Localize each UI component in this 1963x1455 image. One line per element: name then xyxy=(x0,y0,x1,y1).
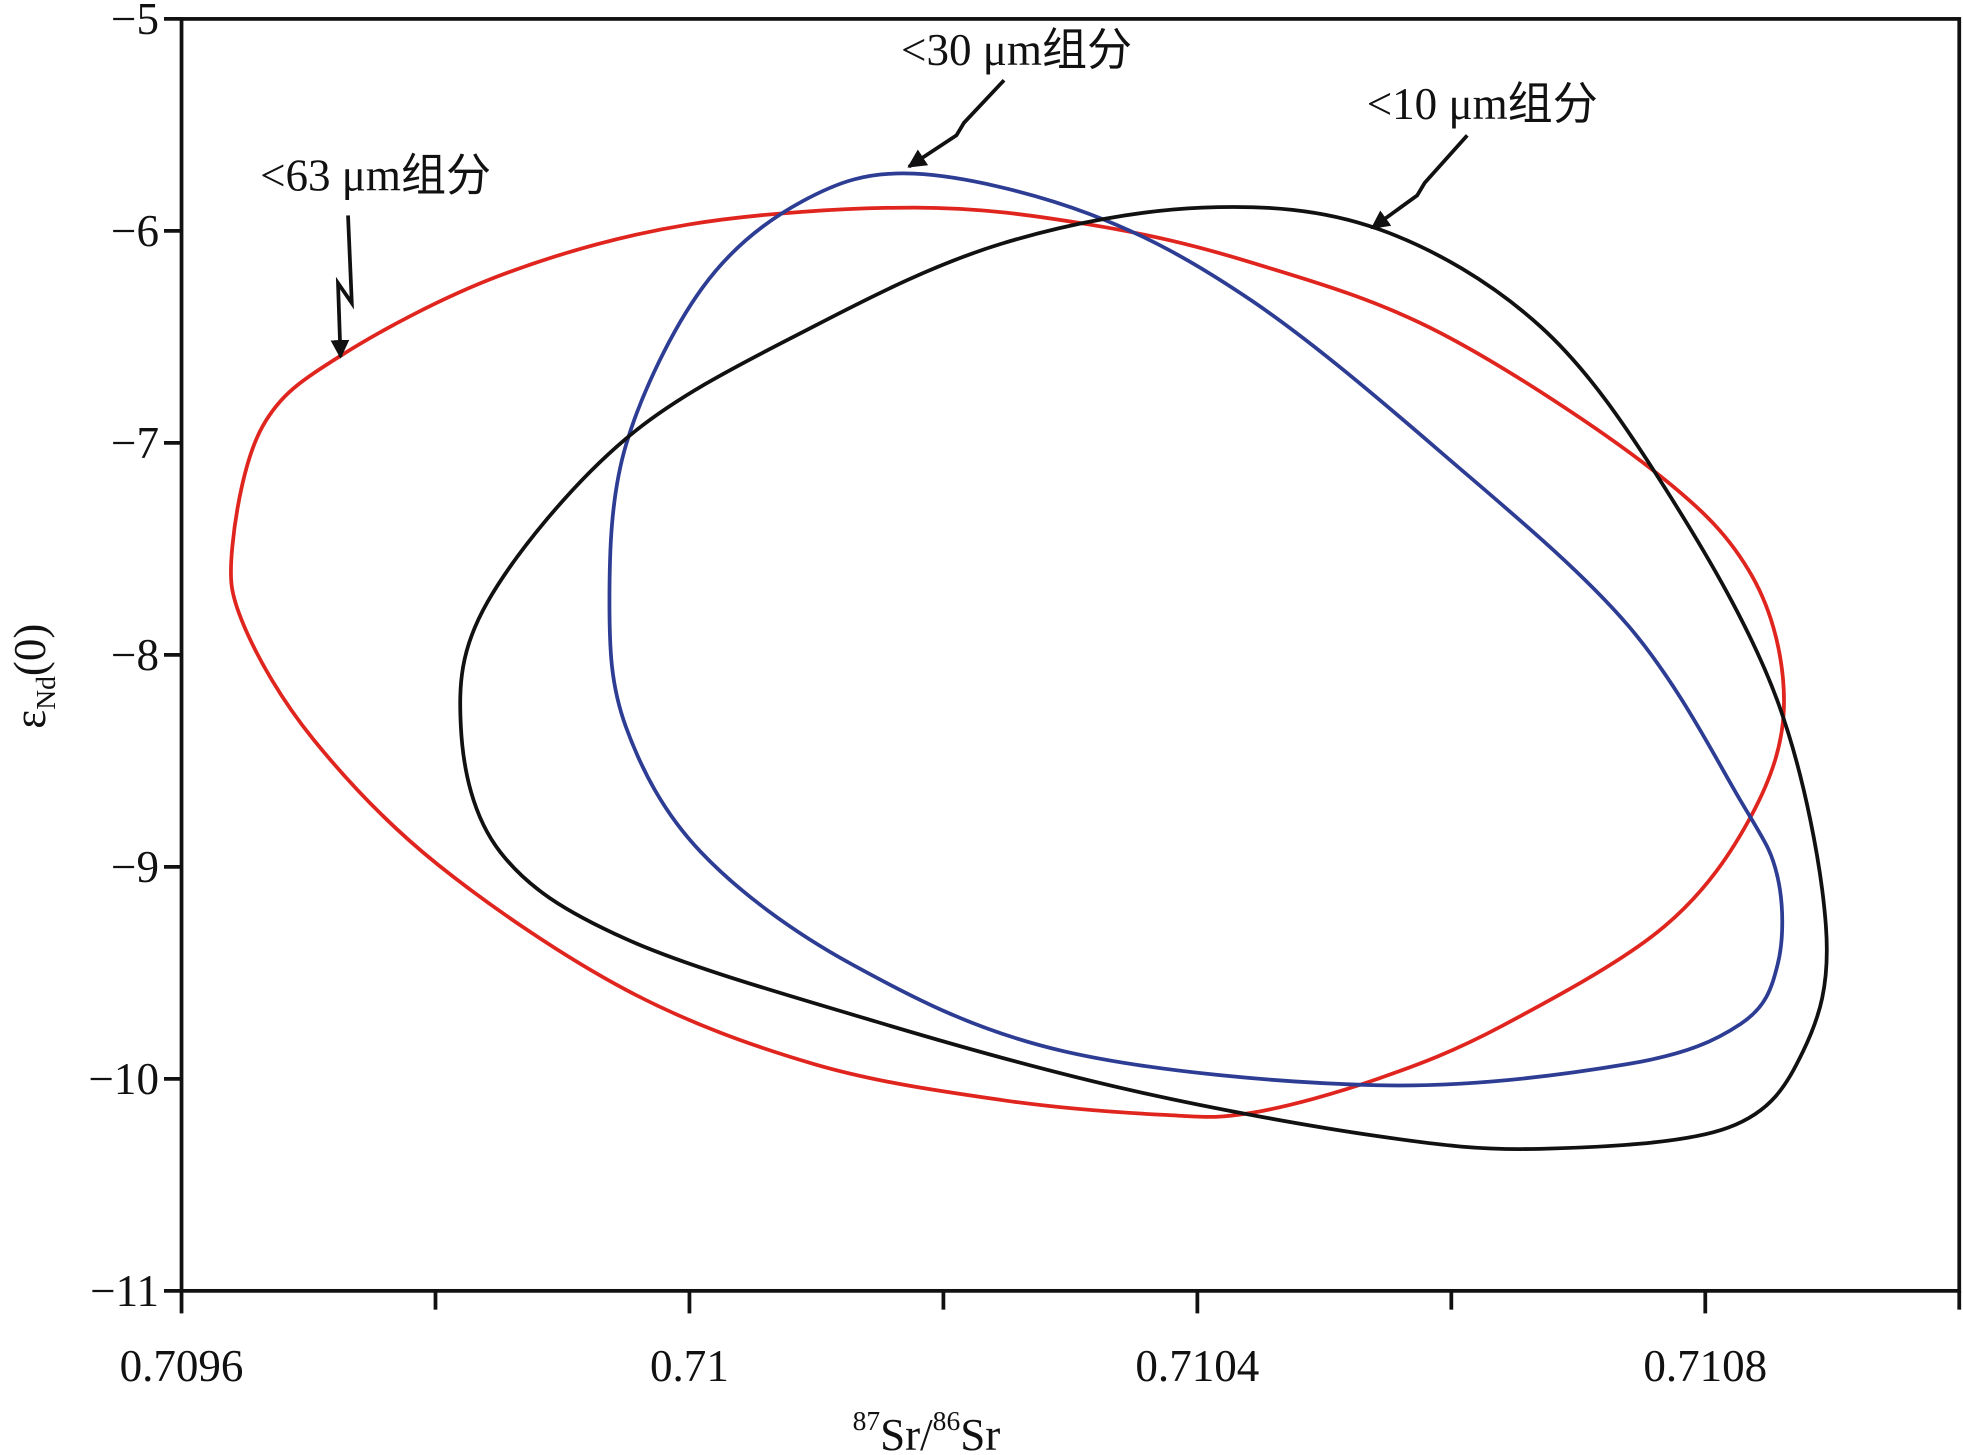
annotation: <10 μm组分 xyxy=(1367,79,1598,129)
arrow xyxy=(1370,134,1469,230)
plot-frame xyxy=(179,17,1962,1293)
y-axis-label: εNd(0) xyxy=(5,624,61,729)
x-label-part: Sr/ xyxy=(880,1410,933,1455)
y-label-part: ε xyxy=(5,710,55,729)
x-tick-label: 0.7104 xyxy=(1135,1341,1259,1391)
y-tick-label: −9 xyxy=(111,842,159,892)
y-tick-label: −5 xyxy=(111,0,159,44)
x-axis-label: 87Sr/86Sr xyxy=(853,1405,1001,1455)
y-label-part: Nd xyxy=(30,676,61,710)
y-label-part: (0) xyxy=(5,624,55,677)
curve xyxy=(458,205,1829,1151)
x-label-part: Sr xyxy=(960,1410,1000,1455)
arrow xyxy=(330,215,354,359)
curve xyxy=(228,205,1786,1119)
x-tick-label: 0.7096 xyxy=(120,1341,244,1391)
x-tick-label: 0.71 xyxy=(650,1341,729,1391)
y-tick-label: −11 xyxy=(90,1266,159,1316)
arrow xyxy=(907,78,1006,169)
x-label-part: 86 xyxy=(933,1405,961,1436)
y-tick-label: −8 xyxy=(111,630,159,680)
annotation: <30 μm组分 xyxy=(901,25,1132,75)
y-tick-label: −6 xyxy=(111,206,159,256)
marks xyxy=(228,171,1829,1151)
annotation: <63 μm组分 xyxy=(260,150,491,200)
x-tick-label: 0.7108 xyxy=(1643,1341,1767,1391)
curve xyxy=(607,171,1785,1088)
y-tick-label: −7 xyxy=(111,418,159,468)
x-label-part: 87 xyxy=(853,1405,881,1436)
y-tick-label: −10 xyxy=(89,1054,159,1104)
